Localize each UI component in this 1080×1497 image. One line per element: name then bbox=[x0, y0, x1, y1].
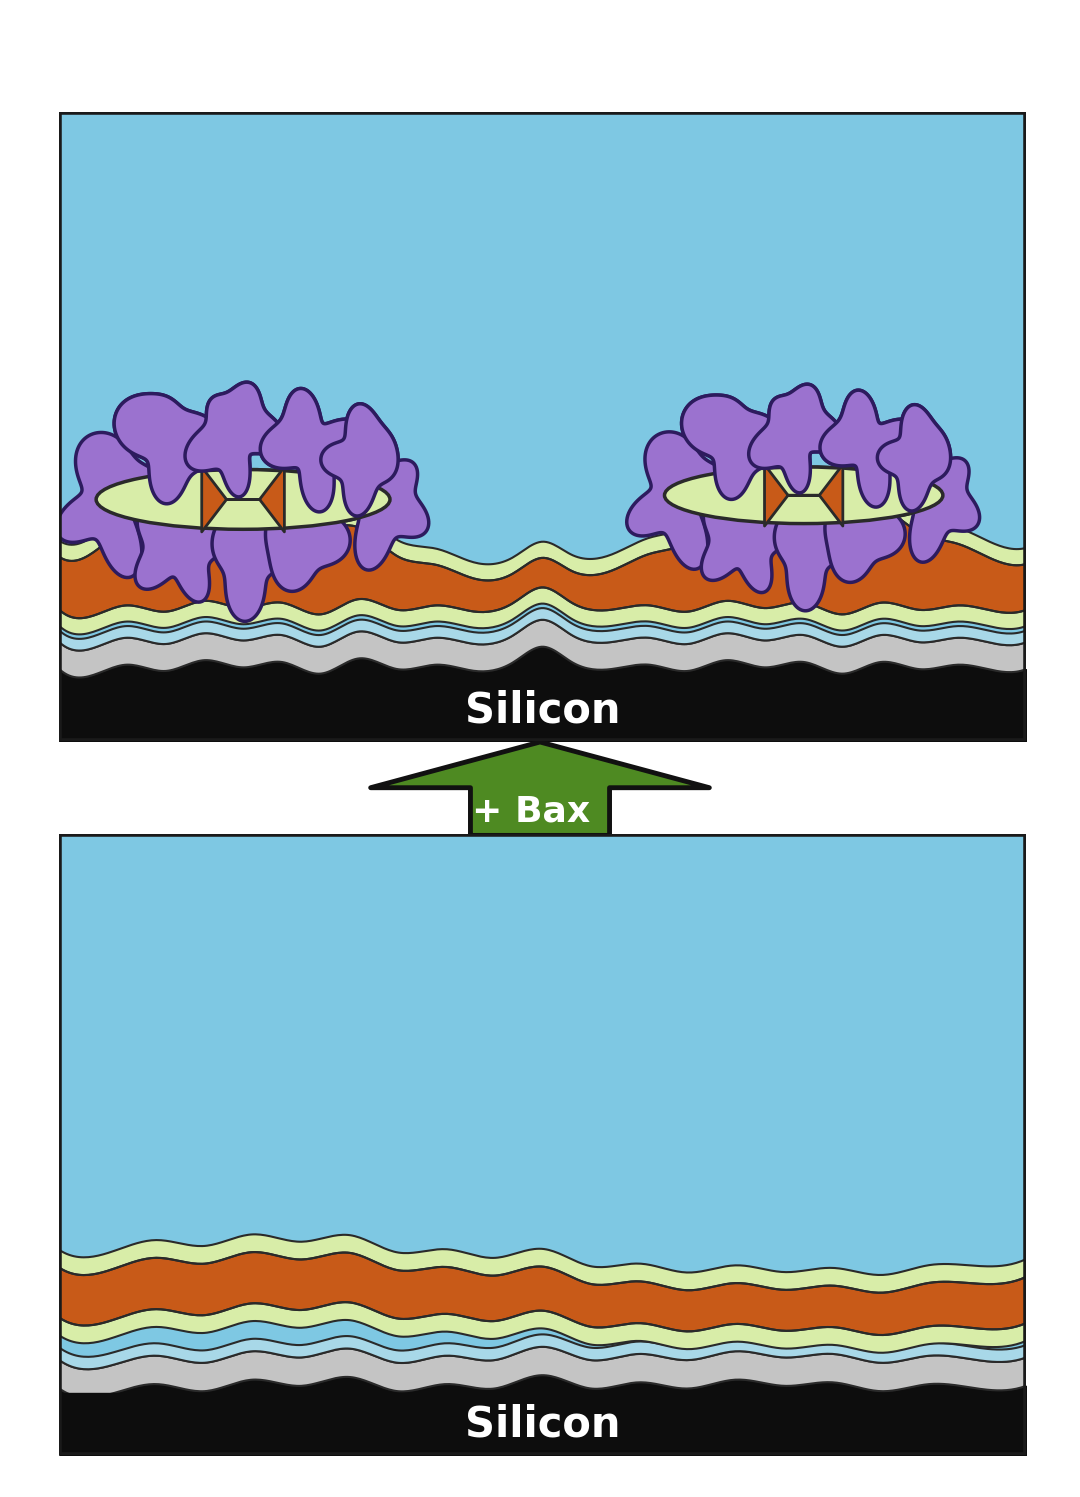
Polygon shape bbox=[701, 496, 792, 593]
Polygon shape bbox=[774, 503, 847, 611]
Polygon shape bbox=[877, 404, 950, 510]
Polygon shape bbox=[877, 404, 950, 510]
Polygon shape bbox=[59, 620, 1026, 678]
Polygon shape bbox=[185, 382, 283, 497]
Polygon shape bbox=[56, 433, 163, 578]
Polygon shape bbox=[748, 385, 841, 493]
Polygon shape bbox=[59, 1347, 1026, 1398]
Polygon shape bbox=[339, 437, 429, 570]
Polygon shape bbox=[212, 507, 289, 621]
Text: + Bax: + Bax bbox=[472, 795, 590, 828]
Polygon shape bbox=[114, 394, 221, 504]
Polygon shape bbox=[59, 1334, 1026, 1370]
Polygon shape bbox=[765, 464, 842, 525]
Polygon shape bbox=[321, 404, 399, 516]
Polygon shape bbox=[681, 395, 783, 500]
Polygon shape bbox=[185, 382, 283, 497]
Text: Silicon: Silicon bbox=[465, 690, 620, 732]
Polygon shape bbox=[321, 404, 399, 516]
Polygon shape bbox=[59, 1251, 1026, 1335]
Text: Silicon: Silicon bbox=[465, 1403, 620, 1445]
Polygon shape bbox=[59, 1235, 1026, 1293]
Polygon shape bbox=[59, 587, 1026, 635]
Polygon shape bbox=[59, 1302, 1026, 1353]
Polygon shape bbox=[894, 436, 980, 563]
Polygon shape bbox=[260, 388, 368, 512]
Polygon shape bbox=[59, 488, 1026, 618]
Ellipse shape bbox=[96, 470, 390, 530]
Polygon shape bbox=[765, 464, 842, 525]
Polygon shape bbox=[59, 680, 1026, 741]
Polygon shape bbox=[202, 467, 284, 531]
Polygon shape bbox=[370, 743, 710, 835]
Polygon shape bbox=[260, 388, 368, 512]
Polygon shape bbox=[114, 394, 221, 504]
Ellipse shape bbox=[664, 467, 943, 524]
Polygon shape bbox=[820, 391, 922, 507]
Polygon shape bbox=[820, 391, 922, 507]
Polygon shape bbox=[825, 496, 905, 582]
Polygon shape bbox=[135, 499, 230, 602]
Ellipse shape bbox=[664, 467, 943, 524]
Polygon shape bbox=[202, 467, 284, 531]
Polygon shape bbox=[626, 431, 728, 569]
Polygon shape bbox=[266, 499, 350, 591]
Polygon shape bbox=[59, 608, 1026, 651]
Polygon shape bbox=[748, 385, 841, 493]
Polygon shape bbox=[59, 473, 1026, 581]
Polygon shape bbox=[59, 1392, 1026, 1455]
Ellipse shape bbox=[96, 470, 390, 530]
Polygon shape bbox=[681, 395, 783, 500]
